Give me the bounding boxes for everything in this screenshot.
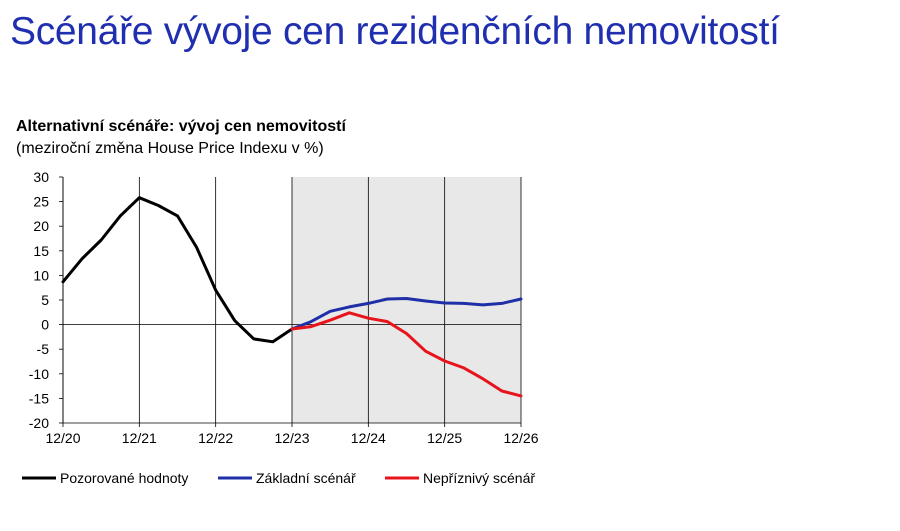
series-3-point — [328, 318, 332, 322]
series-1-point — [176, 214, 179, 218]
x-tick-label: 12/26 — [503, 430, 538, 446]
series-1-point — [233, 319, 236, 322]
series-1-point — [138, 196, 141, 199]
series-3-point — [348, 311, 351, 314]
series-1-point — [61, 280, 65, 283]
y-tick-label: 15 — [33, 243, 49, 259]
series-3-point — [386, 320, 389, 323]
x-tick-label: 12/22 — [198, 430, 233, 446]
y-tick-label: 10 — [33, 267, 49, 283]
y-tick-label: -5 — [37, 341, 50, 357]
series-2-point — [405, 297, 408, 300]
series-2-point — [443, 301, 446, 305]
series-2-point — [519, 297, 523, 301]
y-tick-label: 30 — [33, 169, 49, 185]
series-2-point — [367, 302, 370, 305]
chart-subtitle: (meziroční změna House Price Indexu v %) — [16, 140, 324, 157]
series-2-point — [386, 297, 389, 301]
legend-label-2: Základní scénář — [256, 470, 356, 486]
series-1-point — [157, 204, 160, 207]
legend-label-1: Pozorované hodnoty — [60, 470, 188, 486]
series-1-point — [80, 257, 84, 260]
series-2-point — [424, 299, 427, 303]
y-tick-label: 5 — [41, 292, 49, 308]
series-line-1 — [61, 196, 294, 344]
x-tick-label: 12/25 — [427, 430, 462, 446]
series-3-point — [443, 359, 446, 363]
series-3-point — [309, 325, 313, 328]
series-1-point — [195, 246, 198, 249]
chart-title: Alternativní scénáře: vývoj cen nemovito… — [16, 118, 346, 135]
series-2-point — [328, 310, 332, 313]
series-3-point — [519, 394, 523, 398]
series-1-point — [119, 214, 122, 218]
x-tick-label: 12/23 — [274, 430, 309, 446]
y-tick-label: -15 — [29, 390, 49, 406]
series-3-point — [290, 327, 294, 331]
y-tick-label: 0 — [41, 317, 49, 333]
series-1-point — [99, 238, 103, 242]
series-1-point — [214, 288, 217, 292]
series-2-point — [462, 302, 465, 305]
series-2-point — [348, 305, 351, 309]
series-2-point — [500, 302, 504, 305]
series-3-point — [424, 349, 427, 353]
series-1-point — [252, 337, 256, 341]
series-3-point — [367, 317, 370, 320]
series-3-point — [500, 389, 504, 393]
series-3-point — [481, 377, 485, 380]
x-tick-label: 12/21 — [122, 430, 157, 446]
series-2-point — [481, 303, 485, 307]
x-tick-label: 12/20 — [45, 430, 80, 446]
series-3-point — [462, 366, 465, 370]
page-title: Scénáře vývoje cen rezidenčních nemovito… — [10, 10, 780, 53]
series-2-point — [309, 320, 313, 323]
legend-label-3: Nepříznivý scénář — [423, 470, 535, 486]
y-tick-label: 25 — [33, 194, 49, 210]
y-tick-label: -10 — [29, 366, 49, 382]
series-3-point — [405, 332, 408, 335]
series-1-point — [271, 340, 275, 344]
x-tick-label: 12/24 — [351, 430, 386, 446]
y-tick-label: -20 — [29, 415, 49, 431]
y-tick-label: 20 — [33, 218, 49, 234]
